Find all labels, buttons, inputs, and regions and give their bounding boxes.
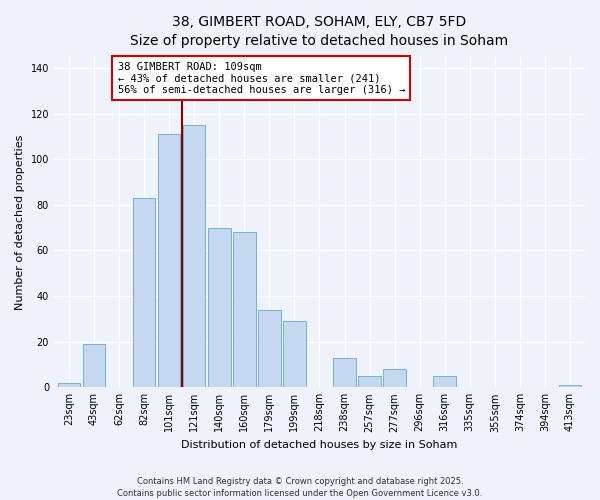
X-axis label: Distribution of detached houses by size in Soham: Distribution of detached houses by size … [181, 440, 458, 450]
Bar [208, 228, 230, 388]
Y-axis label: Number of detached properties: Number of detached properties [15, 134, 25, 310]
Bar [383, 369, 406, 388]
Bar [283, 321, 305, 388]
Title: 38, GIMBERT ROAD, SOHAM, ELY, CB7 5FD
Size of property relative to detached hous: 38, GIMBERT ROAD, SOHAM, ELY, CB7 5FD Si… [130, 15, 509, 48]
Bar [83, 344, 105, 388]
Bar [358, 376, 381, 388]
Text: 38 GIMBERT ROAD: 109sqm
← 43% of detached houses are smaller (241)
56% of semi-d: 38 GIMBERT ROAD: 109sqm ← 43% of detache… [118, 62, 405, 95]
Text: Contains HM Land Registry data © Crown copyright and database right 2025.
Contai: Contains HM Land Registry data © Crown c… [118, 476, 482, 498]
Bar [258, 310, 281, 388]
Bar [183, 125, 205, 388]
Bar [233, 232, 256, 388]
Bar [333, 358, 356, 388]
Bar [58, 382, 80, 388]
Bar [559, 385, 581, 388]
Bar [433, 376, 456, 388]
Bar [133, 198, 155, 388]
Bar [158, 134, 181, 388]
